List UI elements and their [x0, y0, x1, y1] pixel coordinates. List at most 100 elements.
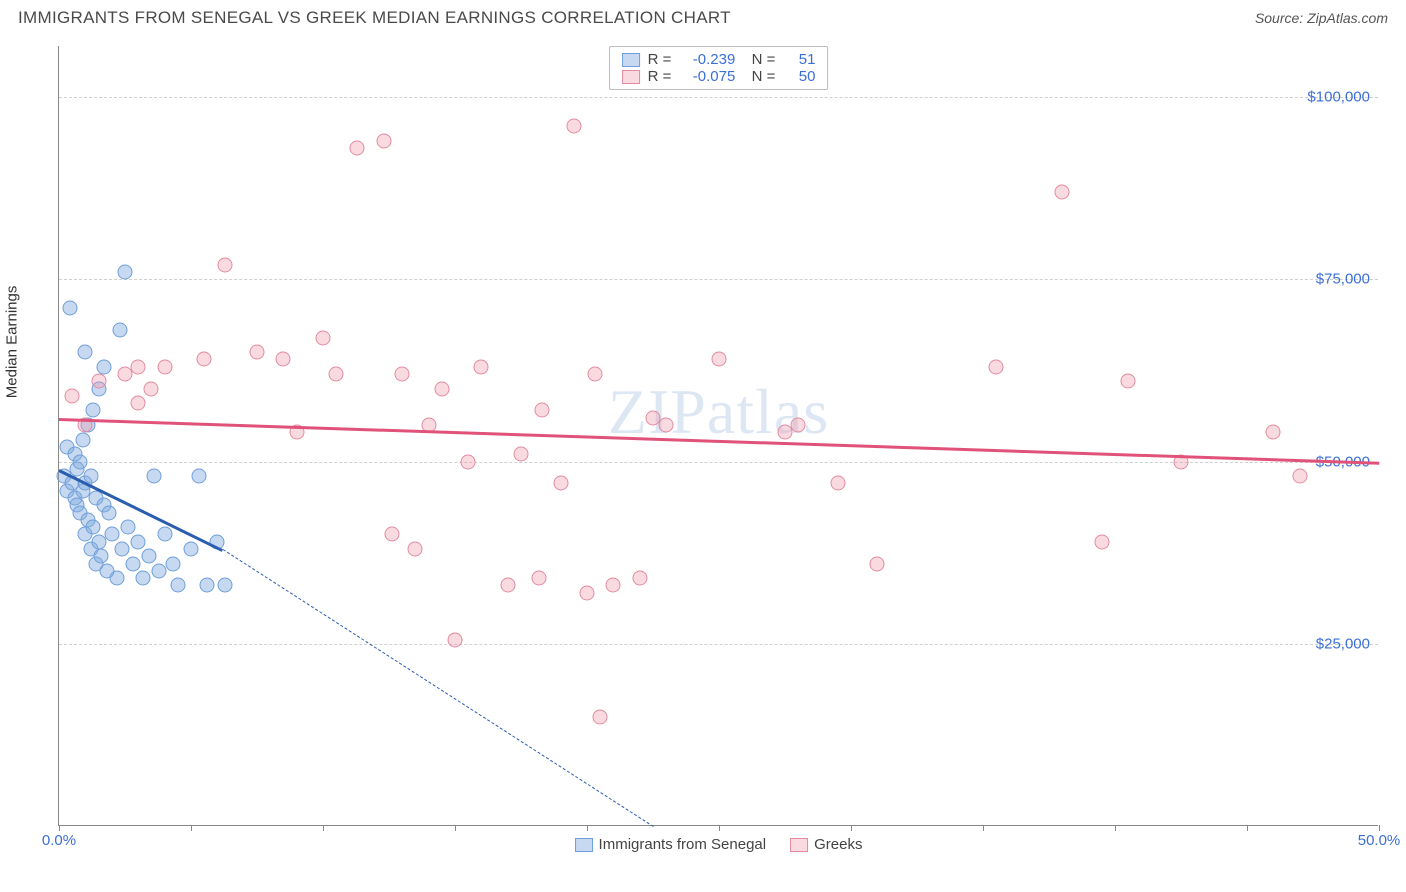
x-tick	[1247, 825, 1248, 831]
data-point	[102, 505, 117, 520]
x-tick	[851, 825, 852, 831]
legend-n-value: 50	[783, 68, 815, 85]
data-point	[218, 257, 233, 272]
chart-title: IMMIGRANTS FROM SENEGAL VS GREEK MEDIAN …	[18, 8, 731, 28]
data-point	[184, 541, 199, 556]
y-tick-label: $100,000	[1307, 89, 1370, 106]
data-point	[535, 403, 550, 418]
data-point	[632, 571, 647, 586]
data-point	[395, 367, 410, 382]
data-point	[1266, 425, 1281, 440]
y-tick-label: $25,000	[1316, 635, 1370, 652]
data-point	[830, 476, 845, 491]
x-tick	[983, 825, 984, 831]
x-tick	[59, 825, 60, 831]
legend-swatch	[622, 53, 640, 67]
series-legend-label: Greeks	[814, 836, 862, 853]
legend-r-value: -0.239	[679, 51, 735, 68]
data-point	[1055, 184, 1070, 199]
data-point	[659, 418, 674, 433]
data-point	[989, 359, 1004, 374]
data-point	[1094, 534, 1109, 549]
legend-r-value: -0.075	[679, 68, 735, 85]
data-point	[125, 556, 140, 571]
data-point	[474, 359, 489, 374]
data-point	[384, 527, 399, 542]
data-point	[580, 585, 595, 600]
data-point	[120, 520, 135, 535]
source-label: Source: ZipAtlas.com	[1255, 10, 1388, 26]
data-point	[131, 396, 146, 411]
legend-r-label: R =	[648, 68, 672, 85]
data-point	[218, 578, 233, 593]
chart-container: Median Earnings ZIPatlas R =-0.239 N =51…	[18, 36, 1388, 856]
data-point	[461, 454, 476, 469]
data-point	[86, 520, 101, 535]
data-point	[329, 367, 344, 382]
legend-n-label: N =	[743, 51, 775, 68]
grid-line	[59, 279, 1378, 280]
data-point	[141, 549, 156, 564]
series-legend-item: Immigrants from Senegal	[575, 836, 767, 853]
trend-line	[59, 418, 1379, 464]
data-point	[157, 527, 172, 542]
legend-r-label: R =	[648, 51, 672, 68]
legend-swatch	[790, 838, 808, 852]
legend-n-value: 51	[783, 51, 815, 68]
data-point	[553, 476, 568, 491]
x-tick	[587, 825, 588, 831]
data-point	[62, 301, 77, 316]
data-point	[870, 556, 885, 571]
data-point	[91, 374, 106, 389]
data-point	[65, 388, 80, 403]
x-tick	[1379, 825, 1380, 831]
data-point	[191, 469, 206, 484]
data-point	[197, 352, 212, 367]
data-point	[587, 367, 602, 382]
series-legend-label: Immigrants from Senegal	[599, 836, 767, 853]
data-point	[1121, 374, 1136, 389]
data-point	[96, 359, 111, 374]
y-tick-label: $75,000	[1316, 271, 1370, 288]
x-tick	[191, 825, 192, 831]
data-point	[75, 432, 90, 447]
x-tick	[455, 825, 456, 831]
data-point	[448, 633, 463, 648]
data-point	[1292, 469, 1307, 484]
series-legend: Immigrants from Senegal Greeks	[575, 836, 863, 853]
series-legend-item: Greeks	[790, 836, 862, 853]
data-point	[118, 264, 133, 279]
grid-line	[59, 644, 1378, 645]
data-point	[250, 345, 265, 360]
data-point	[147, 469, 162, 484]
grid-line	[59, 97, 1378, 98]
data-point	[514, 447, 529, 462]
data-point	[170, 578, 185, 593]
data-point	[115, 541, 130, 556]
x-tick	[1115, 825, 1116, 831]
data-point	[791, 418, 806, 433]
data-point	[112, 323, 127, 338]
data-point	[73, 454, 88, 469]
legend-row: R = -0.239 N = 51	[622, 51, 816, 68]
data-point	[78, 345, 93, 360]
y-axis-label: Median Earnings	[4, 286, 21, 399]
data-point	[712, 352, 727, 367]
legend-n-label: N =	[743, 68, 775, 85]
data-point	[131, 359, 146, 374]
data-point	[110, 571, 125, 586]
data-point	[532, 571, 547, 586]
data-point	[593, 709, 608, 724]
data-point	[376, 133, 391, 148]
data-point	[500, 578, 515, 593]
data-point	[94, 549, 109, 564]
x-tick-label-right: 50.0%	[1358, 832, 1401, 849]
data-point	[86, 403, 101, 418]
data-point	[350, 141, 365, 156]
data-point	[199, 578, 214, 593]
legend-swatch	[622, 70, 640, 84]
data-point	[434, 381, 449, 396]
plot-area: ZIPatlas R =-0.239 N =51R =-0.075 N =50 …	[58, 46, 1378, 826]
data-point	[104, 527, 119, 542]
data-point	[165, 556, 180, 571]
